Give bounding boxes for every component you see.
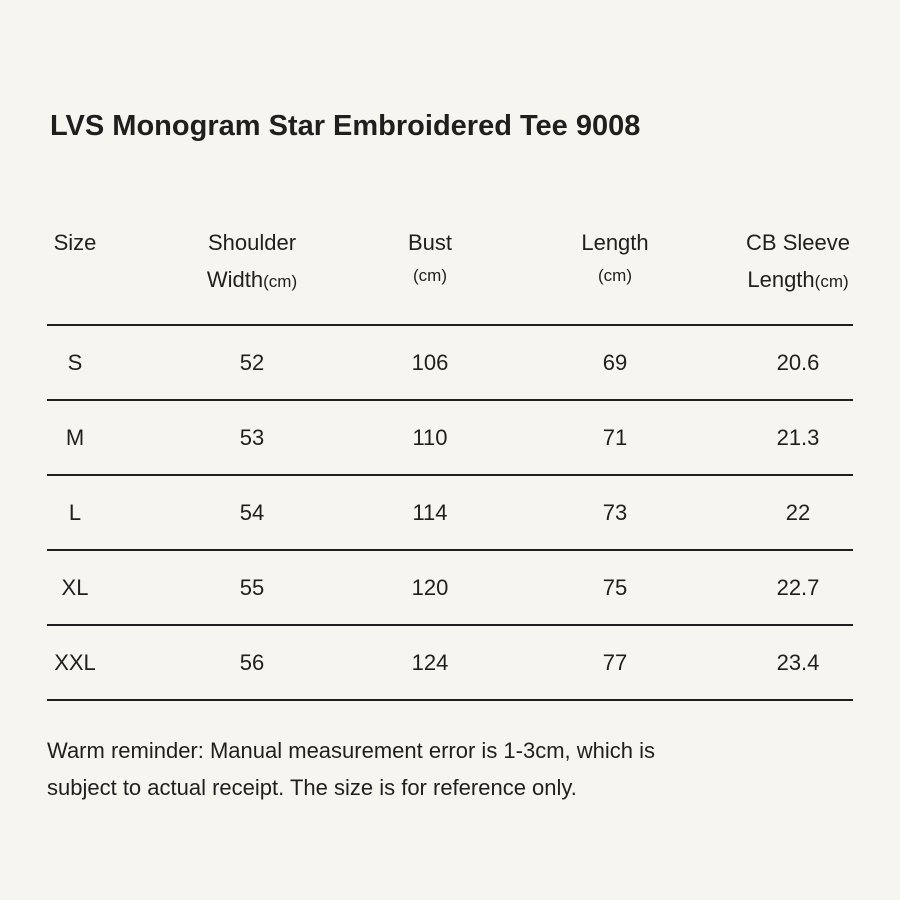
cell: M: [65, 425, 85, 450]
rule: [47, 399, 853, 401]
cell: 20.6: [776, 350, 820, 375]
rule: [47, 549, 853, 551]
header-text: Length: [581, 230, 649, 255]
rule: [47, 474, 853, 476]
cell: 75: [602, 575, 628, 600]
header-text: Size: [53, 230, 97, 255]
rule: [47, 624, 853, 626]
header-cell: CB Sleeve Length(cm): [718, 224, 878, 300]
header-unit: (cm): [814, 272, 849, 291]
cell: 110: [412, 425, 448, 450]
cell: 73: [602, 500, 628, 525]
header-unit: (cm): [598, 266, 632, 285]
header-cell: Length (cm): [535, 224, 695, 291]
header-text: Shoulder: [207, 230, 297, 255]
cell: 114: [412, 500, 448, 525]
header-unit: (cm): [413, 266, 447, 285]
cell: 106: [411, 350, 449, 375]
cell: XL: [61, 575, 89, 600]
header-text: Length: [747, 267, 815, 292]
header-text: Bust: [407, 230, 453, 255]
title: LVS Monogram Star Embroidered Tee 9008: [50, 110, 641, 142]
cell: 22.7: [776, 575, 820, 600]
header-cell: Bust (cm): [350, 224, 510, 291]
cell: 54: [239, 500, 265, 525]
header-unit: (cm): [263, 272, 298, 291]
cell: 52: [239, 350, 265, 375]
cell: 77: [602, 650, 628, 675]
cell: 21.3: [776, 425, 820, 450]
note-line: subject to actual receipt. The size is f…: [47, 775, 577, 800]
cell: 23.4: [776, 650, 820, 675]
header-text: CB Sleeve: [746, 230, 850, 255]
cell: 22: [785, 500, 811, 525]
note-line: Warm reminder: Manual measurement error …: [47, 738, 656, 763]
rule: [47, 324, 853, 326]
cell: 71: [602, 425, 628, 450]
cell: L: [68, 500, 82, 525]
header-cell: Shoulder Width(cm): [172, 224, 332, 300]
cell: 120: [411, 575, 449, 600]
header-cell: Size: [0, 224, 155, 261]
header-text: Width: [206, 267, 264, 292]
cell: S: [67, 350, 83, 375]
cell: 53: [239, 425, 265, 450]
cell: 69: [602, 350, 628, 375]
cell: 55: [239, 575, 265, 600]
cell: 124: [411, 650, 449, 675]
rule: [47, 699, 853, 701]
cell: 56: [239, 650, 265, 675]
cell: XXL: [54, 650, 96, 675]
